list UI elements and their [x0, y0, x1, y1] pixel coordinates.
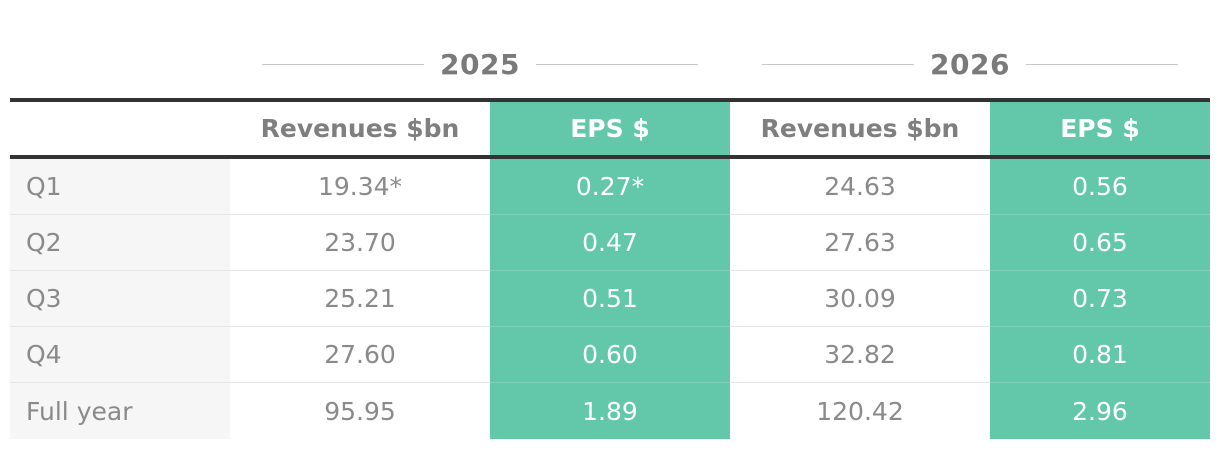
header-eps-2025: EPS $ [490, 102, 730, 155]
eps-2026-cell: 0.81 [990, 327, 1210, 383]
table-row: Full year 95.95 1.89 120.42 2.96 [10, 383, 1210, 439]
year-header-2025: 2025 [262, 44, 698, 84]
eps-2025-cell: 0.27* [490, 159, 730, 215]
year-rule-left [262, 63, 425, 65]
year-rule-right [535, 63, 698, 65]
header-label [10, 102, 230, 155]
revenues-2025-cell: 19.34* [230, 159, 490, 215]
revenues-2026-cell: 120.42 [816, 396, 904, 426]
revenues-2026-cell: 24.63 [730, 159, 990, 215]
header-revenues-2025: Revenues $bn [260, 114, 460, 143]
revenues-2025-cell: 23.70 [230, 215, 490, 271]
year-header-2026: 2026 [762, 44, 1178, 84]
revenues-2026-cell: 27.63 [730, 215, 990, 271]
eps-2025-cell: 0.47 [490, 215, 730, 271]
eps-2026-cell: 0.73 [990, 271, 1210, 327]
header-revenues-2026: Revenues $bn [760, 114, 960, 143]
eps-2026-cell: 2.96 [990, 383, 1210, 439]
row-label: Q4 [10, 327, 230, 383]
header-eps-2026: EPS $ [990, 102, 1210, 155]
table-top-rule [10, 98, 1210, 102]
table-row: Q4 27.60 0.60 32.82 0.81 [10, 327, 1210, 383]
eps-2026-cell: 0.56 [990, 159, 1210, 215]
row-label: Q1 [10, 159, 230, 215]
revenues-2025-cell: 27.60 [230, 327, 490, 383]
row-label: Q2 [10, 215, 230, 271]
eps-2025-cell: 1.89 [490, 383, 730, 439]
table-header-row: Revenues $bn EPS $ Revenues $bn EPS $ [10, 102, 1210, 155]
year-label-2025: 2025 [440, 47, 520, 81]
row-label: Q3 [10, 271, 230, 327]
table-row: Q2 23.70 0.47 27.63 0.65 [10, 215, 1210, 271]
year-rule-left [762, 63, 915, 65]
eps-2025-cell: 0.51 [490, 271, 730, 327]
forecast-table: Revenues $bn EPS $ Revenues $bn EPS $ Q1… [10, 102, 1210, 439]
table-row: Q3 25.21 0.51 30.09 0.73 [10, 271, 1210, 327]
revenues-2025-cell: 25.21 [230, 271, 490, 327]
table-row: Q1 19.34* 0.27* 24.63 0.56 [10, 159, 1210, 215]
eps-2025-cell: 0.60 [490, 327, 730, 383]
revenues-2026-cell: 30.09 [730, 271, 990, 327]
row-label: Full year [10, 383, 230, 439]
year-label-2026: 2026 [930, 47, 1010, 81]
table-header-rule [10, 155, 1210, 159]
year-rule-right [1025, 63, 1178, 65]
revenues-2025-cell: 95.95 [324, 396, 396, 426]
eps-2026-cell: 0.65 [990, 215, 1210, 271]
revenues-2026-cell: 32.82 [730, 327, 990, 383]
